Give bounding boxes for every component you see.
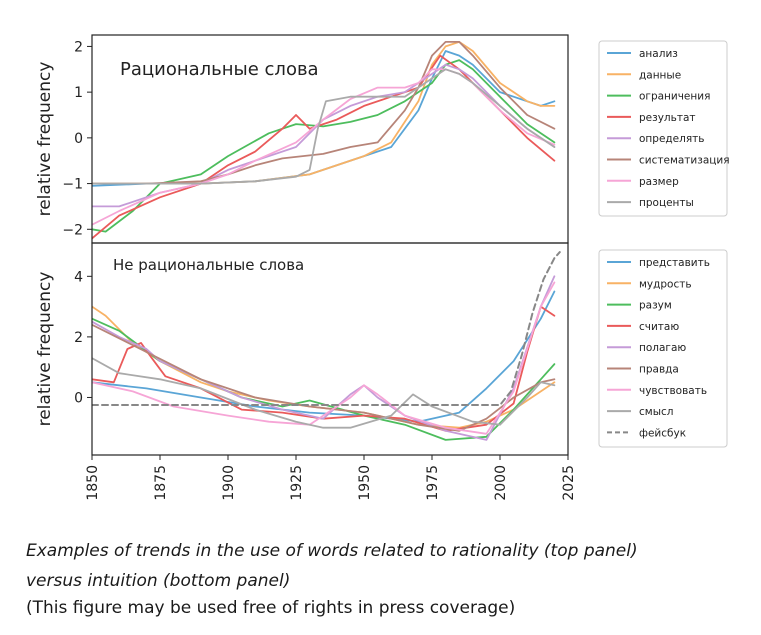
x-tick-label: 1925: [289, 465, 305, 501]
caption-line-1: Examples of trends in the use of words r…: [26, 541, 638, 561]
series-line-7: [92, 357, 556, 429]
series-group: [92, 251, 561, 441]
legend-label-3: считаю: [639, 321, 679, 333]
legend-label-2: ограничения: [639, 91, 710, 103]
x-tick-label: 1950: [357, 465, 373, 501]
x-tick-label: 1875: [153, 465, 169, 501]
series-group: [92, 41, 556, 240]
series-line-3: [92, 54, 556, 240]
series-line-1: [92, 305, 556, 429]
legend-label-7: смысл: [639, 406, 673, 418]
legend-label-6: чувствовать: [639, 385, 707, 397]
y-tick-label: 2: [74, 330, 83, 346]
x-tick-label: 1975: [425, 465, 441, 501]
series-line-6: [92, 281, 556, 435]
legend-label-7: проценты: [639, 197, 694, 209]
legend-label-8: фейсбук: [639, 427, 686, 439]
y-axis-label: relative frequency: [35, 272, 55, 427]
x-tick-label: 2000: [493, 465, 509, 501]
caption-line-2: versus intuition (bottom panel): [26, 571, 291, 591]
y-tick-label: 4: [74, 269, 83, 285]
series-line-3: [92, 305, 556, 432]
series-line-2: [92, 59, 556, 233]
y-tick-label: 0: [74, 131, 83, 147]
legend-label-1: мудрость: [639, 278, 692, 290]
legend-label-2: разум: [639, 300, 672, 312]
plot-frame: [91, 242, 569, 456]
series-line-7: [92, 68, 556, 185]
legend-label-4: определять: [639, 133, 704, 145]
legend: представить мудрость разум считаю полагаю пра…: [598, 249, 728, 448]
x-tick-label: 1850: [85, 465, 101, 501]
legend-label-3: результат: [639, 112, 696, 124]
legend-label-4: полагаю: [639, 342, 686, 354]
panel-0: −2 −1 0 1 2 relative frequency Рациональные сл…: [35, 34, 730, 244]
y-tick-label: 1: [74, 85, 83, 101]
x-tick-label: 1900: [221, 465, 237, 501]
legend-label-5: правда: [639, 364, 679, 376]
legend: анализ данные ограничения результат определя…: [598, 40, 730, 217]
legend-box: [598, 40, 728, 217]
y-tick-label: 0: [74, 390, 83, 406]
trend-figure: −2 −1 0 1 2 relative frequency Рациональные сл…: [35, 34, 730, 501]
legend-label-0: анализ: [639, 48, 678, 60]
panel-1: 0 2 4 relative frequency Не рациональные сло…: [35, 242, 728, 501]
legend-label-1: данные: [639, 69, 681, 81]
y-axis-label: relative frequency: [35, 62, 55, 217]
legend-box: [598, 249, 728, 448]
legend-label-6: размер: [639, 176, 679, 188]
series-line-5: [92, 323, 556, 432]
y-tick-label: 2: [74, 39, 83, 55]
panel-title: Не рациональные слова: [113, 256, 304, 274]
y-tick-label: −2: [62, 222, 83, 238]
series-line-8: [92, 251, 561, 406]
y-tick-label: −1: [62, 177, 83, 193]
panel-title: Рациональные слова: [120, 59, 319, 80]
x-tick-label: 2025: [561, 465, 577, 501]
series-line-4: [92, 63, 556, 208]
caption-line-3: (This figure may be used free of rights …: [26, 598, 516, 618]
legend-label-5: систематизация: [639, 155, 730, 167]
legend-label-0: представить: [639, 257, 710, 269]
